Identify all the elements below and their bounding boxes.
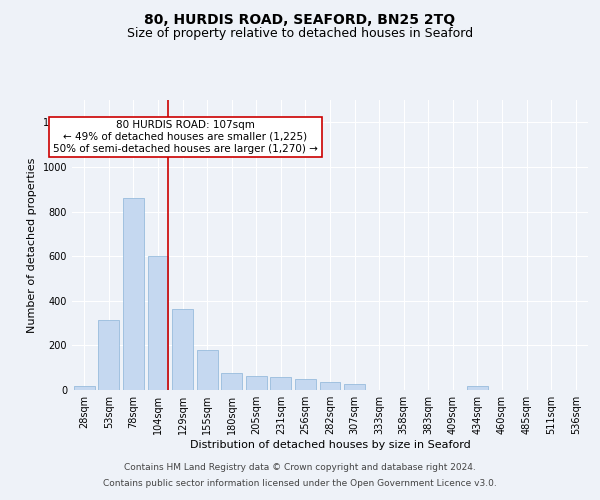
Bar xyxy=(98,320,119,390)
Text: Contains HM Land Registry data © Crown copyright and database right 2024.: Contains HM Land Registry data © Crown c… xyxy=(124,464,476,472)
Bar xyxy=(148,256,169,390)
Bar xyxy=(172,308,193,390)
Bar xyxy=(197,350,218,390)
X-axis label: Distribution of detached houses by size in Seaford: Distribution of detached houses by size … xyxy=(190,440,470,450)
Bar xyxy=(344,384,365,390)
Text: Contains public sector information licensed under the Open Government Licence v3: Contains public sector information licen… xyxy=(103,478,497,488)
Bar xyxy=(221,374,242,390)
Bar xyxy=(320,382,340,390)
Bar xyxy=(74,386,95,390)
Text: 80 HURDIS ROAD: 107sqm
← 49% of detached houses are smaller (1,225)
50% of semi-: 80 HURDIS ROAD: 107sqm ← 49% of detached… xyxy=(53,120,318,154)
Text: 80, HURDIS ROAD, SEAFORD, BN25 2TQ: 80, HURDIS ROAD, SEAFORD, BN25 2TQ xyxy=(145,12,455,26)
Bar xyxy=(295,379,316,390)
Bar xyxy=(246,376,267,390)
Bar xyxy=(123,198,144,390)
Text: Size of property relative to detached houses in Seaford: Size of property relative to detached ho… xyxy=(127,28,473,40)
Y-axis label: Number of detached properties: Number of detached properties xyxy=(27,158,37,332)
Bar xyxy=(271,376,292,390)
Bar xyxy=(467,386,488,390)
